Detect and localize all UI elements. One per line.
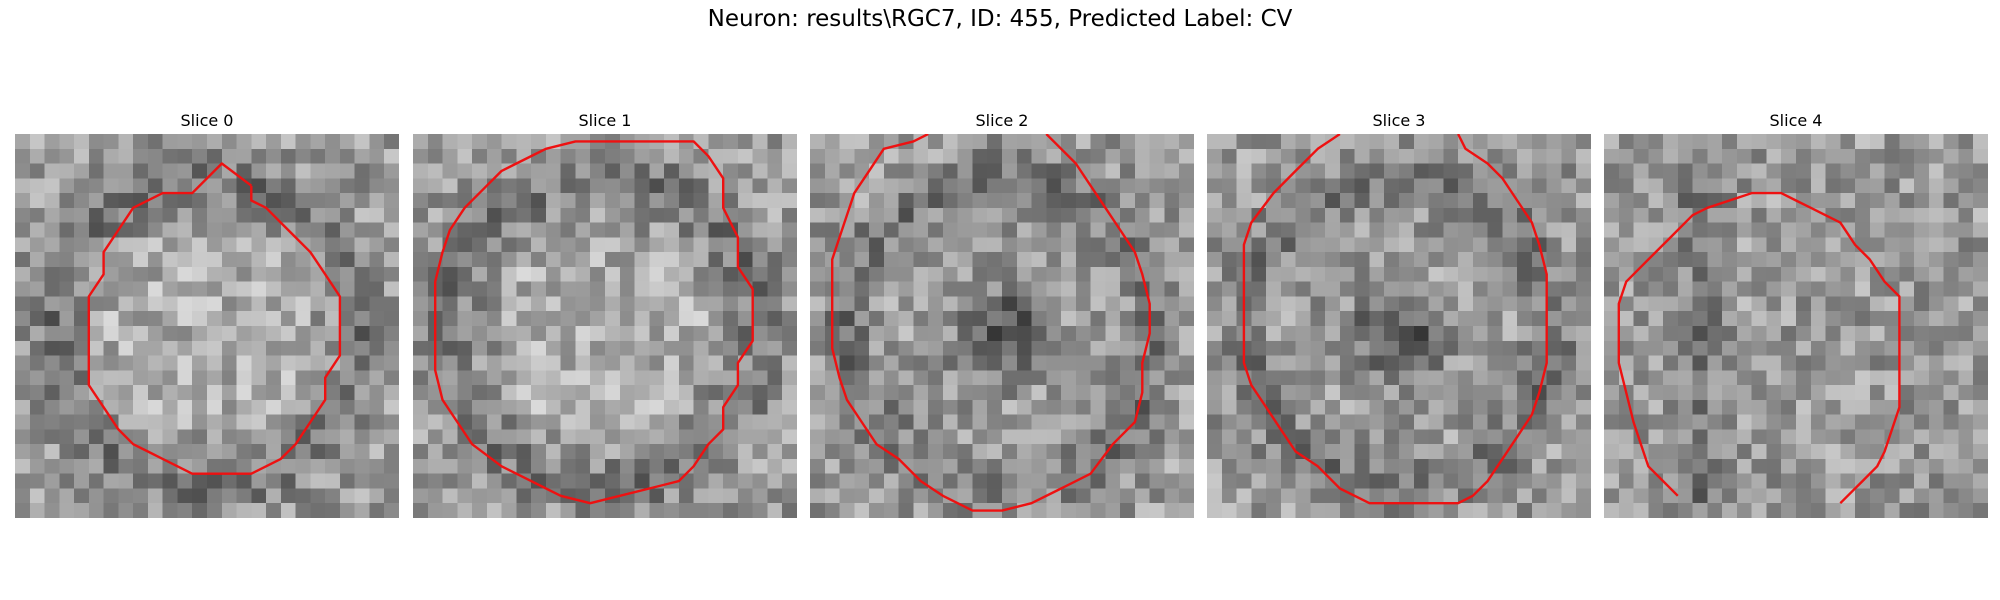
- contour-overlay: [1242, 134, 1548, 505]
- slice-panel-0: Slice 0: [15, 108, 399, 518]
- slice-panel-2: Slice 2: [810, 108, 1194, 518]
- slice-title: Slice 0: [180, 111, 234, 130]
- microscopy-slice-image: [413, 134, 797, 518]
- slice-image: [413, 134, 797, 518]
- slice-panel-4: Slice 4: [1604, 108, 1988, 518]
- slice-title: Slice 2: [975, 111, 1029, 130]
- segmentation-contour: [87, 162, 342, 475]
- segmentation-contour: [434, 140, 754, 505]
- contour-overlay: [1617, 191, 1901, 505]
- slice-image: [15, 134, 399, 518]
- contour-overlay: [434, 140, 754, 505]
- slice-title: Slice 4: [1769, 111, 1823, 130]
- slice-panel-1: Slice 1: [413, 108, 797, 518]
- slice-title: Slice 3: [1372, 111, 1426, 130]
- contour-overlay: [831, 134, 1151, 512]
- segmentation-contour: [1617, 191, 1901, 505]
- slice-image: [1604, 134, 1988, 518]
- slice-panel-3: Slice 3: [1207, 108, 1591, 518]
- microscopy-slice-image: [810, 134, 1194, 518]
- slice-image: [1207, 134, 1591, 518]
- slice-image: [810, 134, 1194, 518]
- slice-title: Slice 1: [578, 111, 632, 130]
- microscopy-slice-image: [15, 134, 399, 518]
- segmentation-contour: [1242, 134, 1548, 505]
- figure-title: Neuron: results\RGC7, ID: 455, Predicted…: [707, 6, 1293, 32]
- microscopy-slice-image: [1604, 134, 1988, 518]
- segmentation-contour: [831, 134, 1151, 512]
- contour-overlay: [87, 162, 342, 475]
